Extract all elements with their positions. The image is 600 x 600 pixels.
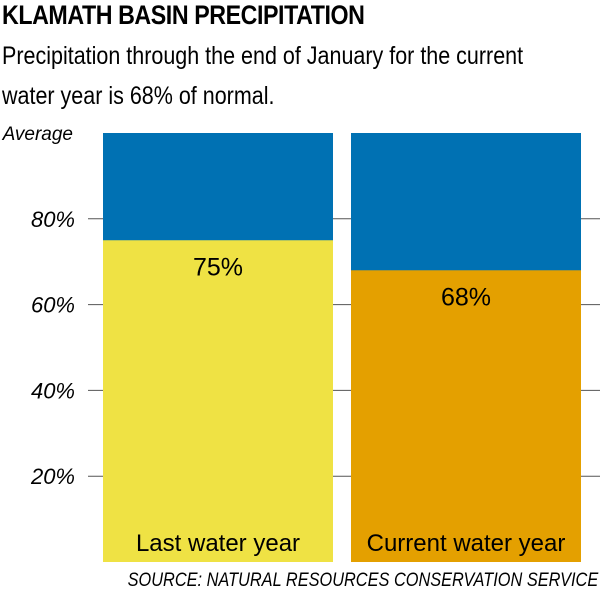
chart-title: KLAMATH BASIN PRECIPITATION — [2, 0, 365, 30]
data-label-0: 75% — [193, 253, 243, 281]
y-tick-label-80: 80% — [31, 207, 75, 232]
y-tick-label-20: 20% — [30, 464, 75, 489]
y-tick-label-40: 40% — [31, 378, 75, 403]
category-label-0: Last water year — [136, 530, 300, 557]
data-label-1: 68% — [441, 283, 491, 311]
category-label-1: Current water year — [367, 530, 566, 557]
source-note: SOURCE: NATURAL RESOURCES CONSERVATION S… — [127, 570, 598, 591]
value-bar-1 — [351, 270, 581, 562]
average-label: Average — [2, 124, 73, 145]
chart-subtitle: Precipitation through the end of January… — [2, 42, 524, 110]
value-bar-0 — [103, 240, 333, 562]
y-tick-label-60: 60% — [31, 293, 75, 318]
